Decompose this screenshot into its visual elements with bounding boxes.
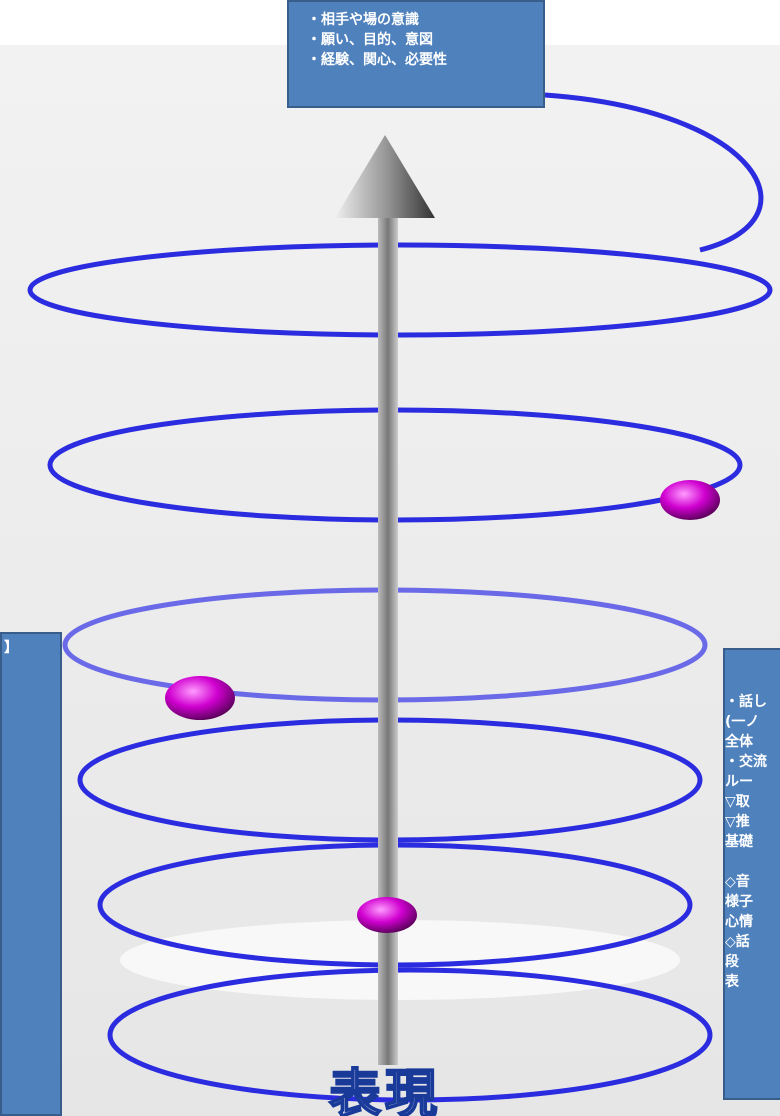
left-box: 】: [0, 632, 62, 1116]
box-line: 様子: [725, 892, 780, 912]
box-line: 表: [725, 972, 780, 992]
box-line: 段: [725, 952, 780, 972]
box-line: ◇音: [725, 872, 780, 892]
box-line: ・話し: [725, 692, 780, 712]
ball: [660, 480, 720, 520]
box-line: 基礎: [725, 832, 780, 852]
box-line: ・相手や場の意識: [307, 10, 543, 30]
ball: [165, 676, 235, 720]
box-line: (一ノ: [725, 712, 780, 732]
box-line: ルー: [725, 772, 780, 792]
diagram: ・相手や場の意識・願い、目的、意図・経験、関心、必要性 】 ・話し(一ノ全体・交…: [0, 0, 780, 1116]
box-line: ▽取: [725, 792, 780, 812]
box-line: ◇話: [725, 932, 780, 952]
box-line: 心情: [725, 912, 780, 932]
spiral-graphic: [0, 0, 780, 1116]
box-line: ・交流: [725, 752, 780, 772]
center-label: 表現: [270, 1052, 500, 1116]
arrow-shaft: [378, 215, 398, 1065]
box-line: ・経験、関心、必要性: [307, 50, 543, 70]
box-line: 全体: [725, 732, 780, 752]
box-line: ・願い、目的、意図: [307, 30, 543, 50]
ball: [357, 897, 417, 933]
box-line: ▽推: [725, 812, 780, 832]
right-box: ・話し(一ノ全体・交流ルー▽取▽推基礎 ◇音様子心情◇話段表: [723, 648, 780, 1100]
top-box: ・相手や場の意識・願い、目的、意図・経験、関心、必要性: [287, 0, 545, 108]
box-line: 】: [4, 638, 60, 658]
